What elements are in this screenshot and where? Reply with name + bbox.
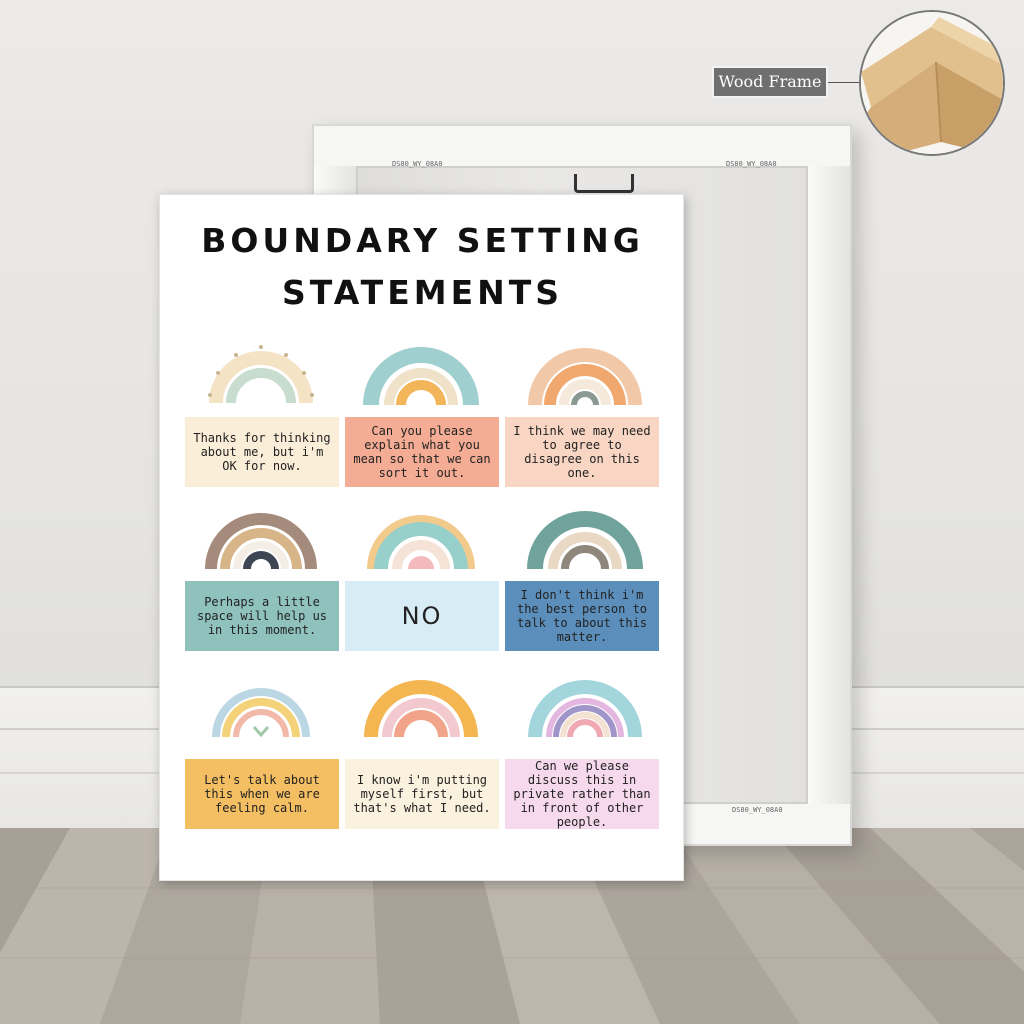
rainbow-illustration bbox=[528, 680, 642, 738]
frame-right-bar bbox=[808, 166, 850, 804]
statement-text: NO bbox=[401, 602, 443, 630]
rainbow-illustration bbox=[527, 511, 643, 570]
poster-title-line-2: STATEMENTS bbox=[281, 273, 564, 312]
frame-stamp: DS80_WY_08A0 bbox=[392, 160, 443, 168]
statement-text: Can we please discuss this in private ra… bbox=[513, 759, 651, 829]
statement-text: Can you please explain what you mean so … bbox=[353, 424, 491, 480]
statement-text: I don't think i'm the best person to tal… bbox=[516, 588, 648, 644]
statement-text: Perhaps a little space will help us in t… bbox=[196, 595, 328, 637]
statement-card: Let's talk about this when we are feelin… bbox=[185, 759, 339, 829]
rainbow-illustration bbox=[212, 688, 310, 738]
wood-corner-icon bbox=[861, 12, 1003, 154]
poster: BOUNDARY SETTING STATEMENTS Thanks for t… bbox=[159, 194, 684, 881]
statement-text: I know i'm putting myself first, but tha… bbox=[353, 773, 491, 815]
frame-stamp: DS80_WY_08A0 bbox=[726, 160, 777, 168]
rainbow-illustration bbox=[364, 680, 478, 738]
frame-stamp: DS80_WY_08A0 bbox=[732, 806, 783, 814]
statement-text: Thanks for thinking about me, but i'm OK… bbox=[193, 431, 331, 473]
statement-text: Let's talk about this when we are feelin… bbox=[204, 773, 320, 815]
rainbow-illustration bbox=[528, 348, 642, 406]
rainbow-illustration bbox=[367, 515, 475, 570]
statement-card: Can you please explain what you mean so … bbox=[345, 417, 499, 487]
callout-line bbox=[828, 82, 860, 83]
rainbow-illustration bbox=[208, 345, 314, 404]
statement-card: Can we please discuss this in private ra… bbox=[505, 759, 659, 829]
statement-card: I know i'm putting myself first, but tha… bbox=[345, 759, 499, 829]
statement-card: I don't think i'm the best person to tal… bbox=[505, 581, 659, 651]
rainbow-illustration bbox=[363, 347, 479, 406]
hanging-hook bbox=[574, 174, 634, 193]
statement-card: Perhaps a little space will help us in t… bbox=[185, 581, 339, 651]
statement-text: I think we may need to agree to disagree… bbox=[513, 424, 651, 480]
rainbow-illustration bbox=[205, 513, 317, 570]
statement-card: Thanks for thinking about me, but i'm OK… bbox=[185, 417, 339, 487]
statement-card: NO bbox=[345, 581, 499, 651]
statement-card: I think we may need to agree to disagree… bbox=[505, 417, 659, 487]
wood-frame-label: Wood Frame bbox=[712, 66, 828, 98]
poster-title-line-1: BOUNDARY SETTING bbox=[201, 221, 644, 260]
wood-frame-detail-image bbox=[859, 10, 1005, 156]
